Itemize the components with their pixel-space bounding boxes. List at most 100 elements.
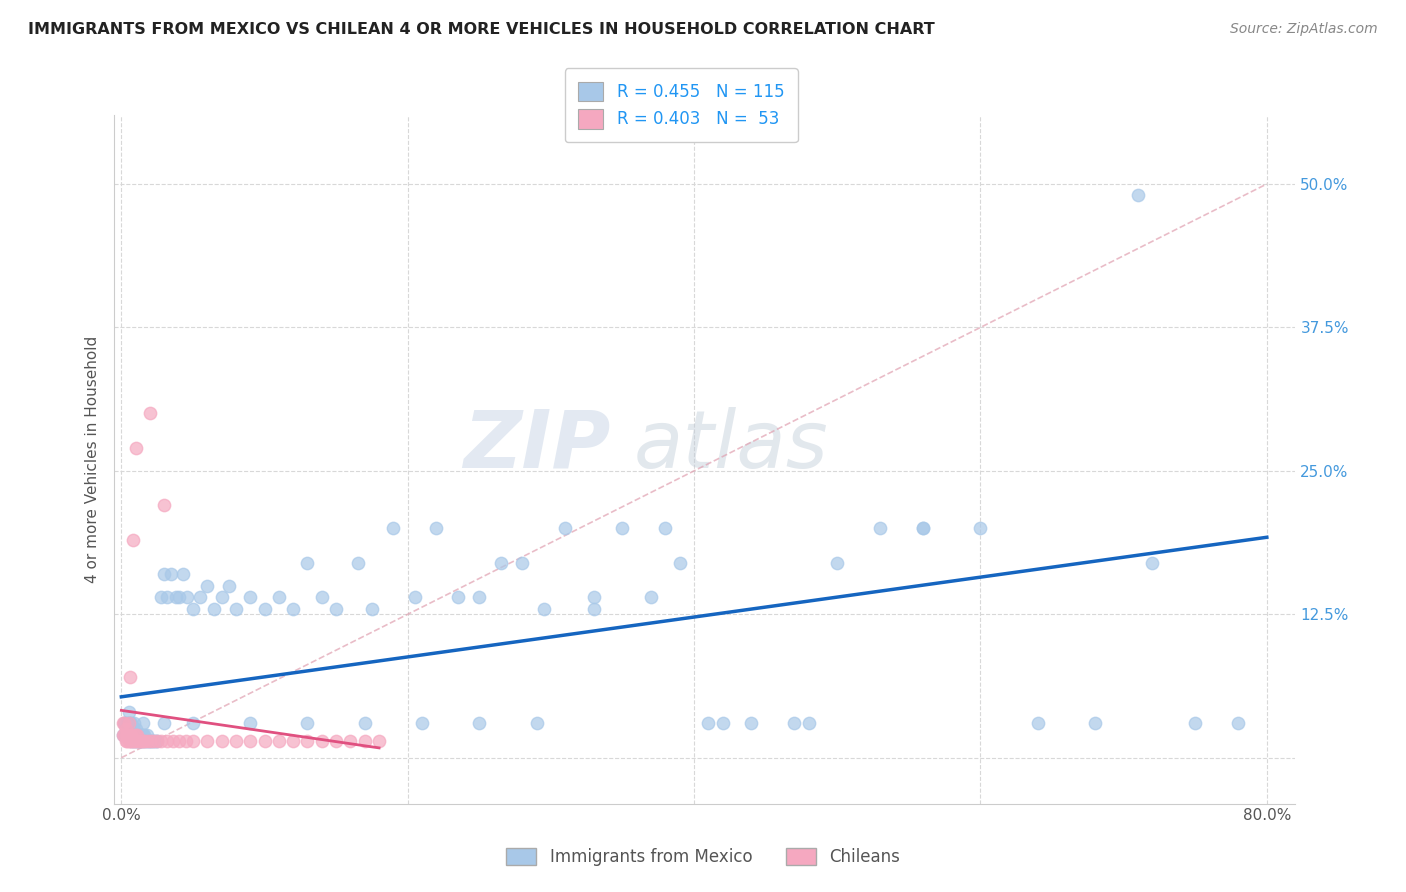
Point [239, 716, 262, 731]
Point [912, 521, 935, 535]
Point [253, 601, 276, 615]
Point [640, 590, 662, 604]
Point [1084, 716, 1107, 731]
Point [131, 733, 153, 747]
Point [325, 601, 347, 615]
Point [132, 728, 155, 742]
Point [612, 521, 634, 535]
Point [124, 728, 146, 742]
Point [346, 556, 368, 570]
Point [311, 733, 333, 747]
Point [195, 579, 218, 593]
Point [136, 733, 159, 747]
Point [139, 407, 162, 421]
Text: ZIP: ZIP [463, 407, 610, 484]
Point [468, 716, 491, 731]
Legend: Immigrants from Mexico, Chileans: Immigrants from Mexico, Chileans [498, 840, 908, 875]
Point [139, 733, 162, 747]
Point [131, 728, 153, 742]
Point [783, 716, 806, 731]
Point [582, 590, 605, 604]
Point [162, 733, 184, 747]
Point [218, 579, 240, 593]
Point [339, 733, 361, 747]
Point [129, 733, 152, 747]
Point [136, 733, 159, 747]
Point [111, 728, 134, 742]
Point [124, 722, 146, 736]
Point [145, 733, 167, 747]
Point [136, 728, 159, 742]
Point [124, 728, 146, 742]
Point [188, 590, 211, 604]
Point [267, 733, 290, 747]
Point [115, 728, 138, 742]
Point [253, 733, 276, 747]
Point [124, 733, 146, 747]
Point [382, 521, 405, 535]
Point [411, 716, 433, 731]
Point [120, 728, 142, 742]
Point [181, 716, 204, 731]
Point [114, 722, 136, 736]
Point [239, 590, 262, 604]
Point [132, 733, 155, 747]
Point [115, 716, 138, 731]
Point [131, 733, 153, 747]
Point [153, 498, 176, 512]
Point [117, 733, 139, 747]
Point [554, 521, 576, 535]
Point [142, 733, 165, 747]
Point [115, 728, 138, 742]
Point [225, 601, 247, 615]
Point [127, 733, 149, 747]
Point [447, 590, 470, 604]
Point [127, 728, 149, 742]
Point [115, 722, 138, 736]
Point [128, 728, 150, 742]
Point [134, 728, 156, 742]
Point [172, 567, 194, 582]
Point [156, 590, 179, 604]
Point [121, 733, 143, 747]
Point [132, 716, 155, 731]
Point [404, 590, 426, 604]
Point [153, 567, 176, 582]
Point [297, 556, 319, 570]
Text: IMMIGRANTS FROM MEXICO VS CHILEAN 4 OR MORE VEHICLES IN HOUSEHOLD CORRELATION CH: IMMIGRANTS FROM MEXICO VS CHILEAN 4 OR M… [28, 22, 935, 37]
Point [128, 733, 150, 747]
Point [112, 716, 135, 731]
Point [361, 601, 384, 615]
Point [118, 670, 141, 684]
Point [582, 601, 605, 615]
Point [117, 716, 139, 731]
Point [124, 441, 146, 455]
Text: Source: ZipAtlas.com: Source: ZipAtlas.com [1230, 22, 1378, 37]
Point [239, 733, 262, 747]
Point [114, 722, 136, 736]
Legend: R = 0.455   N = 115, R = 0.403   N =  53: R = 0.455 N = 115, R = 0.403 N = 53 [565, 69, 797, 142]
Point [118, 716, 141, 731]
Point [114, 728, 136, 742]
Point [122, 733, 145, 747]
Point [139, 733, 162, 747]
Point [654, 521, 676, 535]
Point [120, 733, 142, 747]
Point [825, 556, 848, 570]
Point [138, 733, 160, 747]
Point [118, 728, 141, 742]
Point [122, 733, 145, 747]
Point [132, 733, 155, 747]
Point [121, 728, 143, 742]
Point [112, 728, 135, 742]
Point [1126, 188, 1149, 202]
Point [368, 733, 391, 747]
Point [489, 556, 512, 570]
Point [353, 716, 375, 731]
Text: atlas: atlas [634, 407, 828, 484]
Point [128, 733, 150, 747]
Point [134, 733, 156, 747]
Point [697, 716, 720, 731]
Point [176, 590, 198, 604]
Point [1184, 716, 1206, 731]
